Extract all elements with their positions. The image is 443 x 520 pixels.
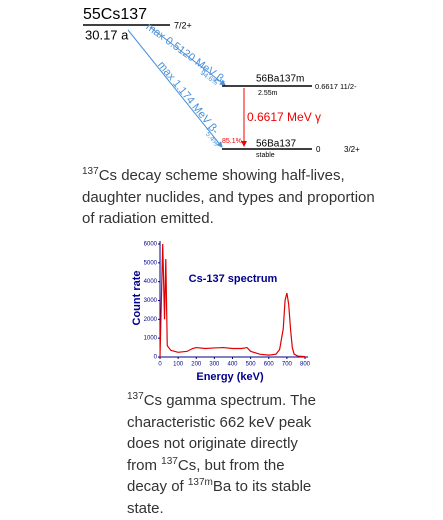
parent: 55Cs137 (83, 6, 147, 23)
superscript: 137m (187, 477, 213, 489)
caption-text: Cs, but from the decay of (127, 456, 285, 496)
y-tick-label: 1000 (144, 336, 158, 342)
gamma-pct: 85.1% (222, 138, 242, 145)
x-tick-label: 0 (158, 362, 162, 368)
level-name: 56Ba137m (256, 74, 304, 85)
y-tick-label: 4000 (144, 279, 158, 285)
caption-text: Cs gamma spectrum. The characteristic 66… (127, 392, 316, 474)
gamma-label: 0.6617 MeV γ (247, 110, 321, 124)
level-energy: 0 (316, 145, 321, 154)
x-tick-label: 800 (300, 362, 311, 368)
beta-label: max 0.5120 MeV β- (144, 21, 229, 87)
page: {"decay_scheme":{"parent":"55Cs137","hal… (82, 6, 377, 517)
x-tick-label: 500 (246, 362, 257, 368)
x-tick-label: 700 (282, 362, 293, 368)
x-tick-label: 100 (173, 362, 184, 368)
caption-text: Cs decay scheme showing half-lives, daug… (82, 167, 375, 228)
parent-spin: 7/2+ (174, 20, 192, 30)
level-spin: 3/2+ (344, 145, 360, 154)
caption: 137Cs decay scheme showing half-lives, d… (82, 165, 377, 230)
x-tick-label: 200 (191, 362, 202, 368)
decay-scheme: 55Cs137 7/2+ 30.17 a max 0.5120 MeV β- 9… (83, 6, 360, 159)
superscript: 137 (161, 455, 178, 467)
x-tick-label: 300 (209, 362, 220, 368)
spectrum-chart: Cs-137 spectrum Count rate Energy (keV) … (131, 241, 311, 383)
half-life: 30.17 a (85, 27, 129, 42)
y-tick-label: 0 (154, 355, 158, 361)
level-name: 56Ba137 (256, 139, 296, 150)
y-tick-label: 5000 (144, 260, 158, 266)
beta-arrow (149, 26, 226, 86)
level-half-life: stable (256, 152, 275, 159)
x-tick-label: 600 (264, 362, 275, 368)
x-axis-label: Energy (keV) (196, 371, 264, 383)
x-tick-label: 400 (227, 362, 238, 368)
beta-arrow (127, 29, 223, 148)
superscript: 137 (127, 391, 144, 402)
level-energy: 0.6617 11/2- (315, 82, 357, 91)
y-tick-label: 3000 (144, 298, 158, 304)
y-axis-label: Count rate (131, 271, 143, 326)
spectrum-line (159, 243, 306, 358)
chart-title: Cs-137 spectrum (189, 273, 278, 285)
y-tick-label: 6000 (144, 242, 158, 248)
caption: 137Cs gamma spectrum. The characteristic… (127, 390, 327, 520)
level-half-life: 2.55m (258, 90, 278, 97)
figures: 55Cs137 7/2+ 30.17 a max 0.5120 MeV β- 9… (83, 6, 360, 383)
y-tick-label: 2000 (144, 317, 158, 323)
superscript: 137 (82, 166, 99, 177)
beta-pct: 5.4% (204, 131, 219, 148)
